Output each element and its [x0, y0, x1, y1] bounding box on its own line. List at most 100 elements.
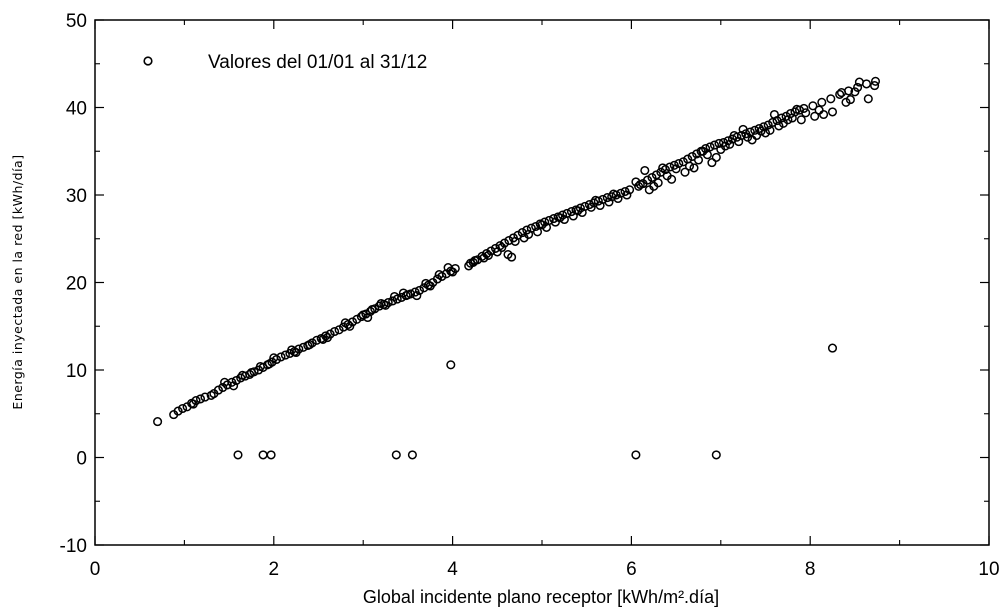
data-point: [419, 283, 429, 293]
data-point: [756, 126, 766, 136]
y-tick-label: 10: [66, 361, 87, 382]
data-point: [792, 104, 802, 114]
legend-marker: [143, 56, 153, 66]
data-point: [421, 278, 431, 288]
data-point: [367, 305, 377, 315]
data-point: [222, 380, 232, 390]
data-point: [524, 229, 534, 239]
data-point: [774, 121, 784, 131]
x-tick-label: 0: [90, 559, 101, 580]
data-point: [291, 347, 301, 358]
data-point: [264, 359, 274, 369]
x-axis-label: Global incidente plano receptor [kWh/m².…: [363, 587, 719, 607]
data-point: [870, 76, 881, 86]
data-point: [870, 81, 880, 91]
y-tick-label: 40: [66, 99, 87, 120]
data-point: [836, 88, 847, 98]
data-point: [356, 312, 366, 322]
data-point: [358, 310, 368, 320]
data-point: [391, 450, 401, 460]
data-point: [255, 361, 265, 372]
x-tick-label: 4: [447, 559, 458, 580]
data-point: [808, 101, 818, 111]
data-point: [231, 375, 241, 386]
data-point: [863, 94, 873, 104]
data-point: [312, 335, 322, 345]
data-point: [403, 290, 413, 300]
data-point: [412, 291, 422, 301]
data-point: [647, 172, 657, 183]
data-point: [483, 250, 493, 260]
data-point: [540, 217, 550, 227]
data-point: [507, 252, 517, 262]
data-point: [689, 163, 699, 173]
y-tick-label: 20: [66, 274, 87, 295]
data-point: [522, 225, 532, 235]
data-point: [674, 158, 684, 169]
data-point: [477, 251, 487, 261]
data-point: [653, 178, 663, 188]
data-point: [200, 392, 210, 402]
data-point: [705, 142, 715, 152]
data-point: [586, 202, 596, 212]
data-point: [711, 450, 721, 460]
data-point: [734, 137, 744, 147]
data-point: [363, 312, 373, 323]
data-point: [269, 353, 279, 363]
data-point: [750, 125, 760, 135]
y-tick-label: 50: [66, 11, 87, 32]
data-point: [173, 406, 183, 416]
data-point: [854, 77, 864, 87]
plot-frame: [94, 19, 990, 546]
data-point: [266, 450, 276, 460]
data-point: [465, 258, 476, 268]
data-point: [640, 165, 650, 176]
data-point: [595, 200, 605, 211]
data-point: [178, 403, 188, 414]
data-point: [835, 89, 845, 99]
data-point: [497, 242, 507, 253]
x-tick-label: 6: [626, 559, 637, 580]
data-point: [725, 139, 735, 149]
x-tick-label: 8: [805, 559, 816, 580]
data-point: [237, 370, 248, 380]
data-point: [434, 270, 444, 280]
data-point: [701, 144, 711, 154]
data-point: [537, 220, 547, 230]
data-point: [819, 109, 829, 120]
data-point: [559, 214, 569, 225]
data-point: [826, 94, 836, 104]
data-point: [448, 267, 458, 277]
data-point: [743, 132, 753, 142]
data-point: [658, 163, 668, 173]
x-tick-label: 10: [978, 559, 999, 580]
data-point: [233, 450, 243, 460]
data-point: [711, 152, 721, 162]
plot-border: [94, 19, 990, 546]
data-point: [541, 222, 552, 232]
legend: Valores del 01/01 al 31/12: [143, 52, 427, 73]
data-point: [783, 115, 793, 125]
y-tick-label: -10: [60, 536, 87, 557]
data-point: [389, 291, 400, 302]
x-tick-label: 2: [269, 559, 280, 580]
data-point: [777, 113, 787, 123]
data-point: [608, 189, 619, 199]
data-point: [258, 450, 268, 460]
data-point: [635, 179, 645, 190]
data-point: [591, 195, 601, 205]
data-point: [376, 298, 386, 309]
data-point: [407, 450, 417, 460]
data-point: [398, 288, 408, 298]
data-point: [287, 345, 297, 355]
legend-label: Valores del 01/01 al 31/12: [208, 52, 427, 73]
data-point: [504, 235, 514, 246]
data-point: [622, 190, 632, 200]
data-point: [625, 185, 635, 195]
data-point: [827, 343, 838, 353]
data-point: [698, 146, 708, 156]
data-point: [577, 207, 587, 218]
data-point: [446, 360, 456, 370]
data-point: [738, 124, 748, 134]
